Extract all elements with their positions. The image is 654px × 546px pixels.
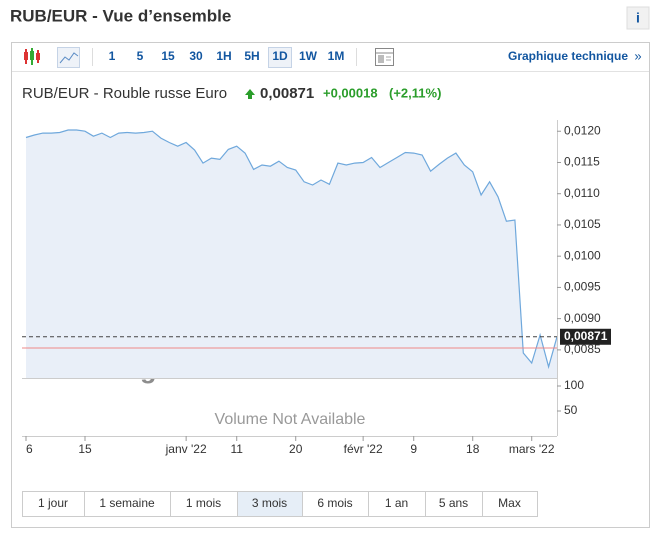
volume-tick-label: 100 <box>564 378 584 392</box>
quote-change: +0,00018 <box>323 85 378 100</box>
up-arrow <box>245 89 255 99</box>
technical-chart-link[interactable]: Graphique technique <box>508 49 628 63</box>
range-label[interactable]: 1 jour <box>38 496 68 510</box>
range-button[interactable] <box>22 491 85 517</box>
info-button[interactable] <box>626 6 650 30</box>
x-tick-label: 6 <box>26 442 33 456</box>
quote-price: 0,00871 <box>260 85 314 102</box>
last-value-label: 0,00871 <box>564 329 608 343</box>
range-label[interactable]: 1 mois <box>186 496 221 510</box>
page-title: RUB/EUR - Vue d’ensemble <box>10 6 231 25</box>
interval-button[interactable]: 30 <box>189 49 203 63</box>
range-label[interactable]: 3 mois <box>252 496 287 510</box>
range-label[interactable]: 1 an <box>385 496 408 510</box>
range-button[interactable] <box>482 491 538 517</box>
info-icon[interactable]: i <box>636 10 640 26</box>
interval-button[interactable]: 5 <box>137 49 144 63</box>
candle-icon[interactable] <box>24 48 40 65</box>
x-tick-label: 9 <box>410 442 417 456</box>
y-tick-label: 0,0120 <box>564 123 601 137</box>
interval-button[interactable]: 1D <box>272 49 288 63</box>
range-button[interactable] <box>302 491 369 517</box>
interval-button[interactable]: 1 <box>109 49 116 63</box>
volume-note: Volume Not Available <box>215 411 366 428</box>
interval-button[interactable]: 5H <box>244 49 259 63</box>
x-tick-label: 20 <box>289 442 303 456</box>
line-chart-icon <box>59 52 79 64</box>
interval-button[interactable]: 15 <box>161 49 175 63</box>
volume-tick-label: 50 <box>564 403 578 417</box>
y-tick-label: 0,0090 <box>564 311 601 325</box>
interval-button[interactable]: 1W <box>299 49 318 63</box>
range-button[interactable] <box>237 491 303 517</box>
interval-active[interactable] <box>268 47 292 68</box>
table-icon[interactable] <box>375 48 394 66</box>
quote-change-pct: (+2,11%) <box>389 85 441 100</box>
range-label[interactable]: 1 semaine <box>99 496 155 510</box>
widget-frame <box>11 42 650 528</box>
range-button[interactable] <box>425 491 483 517</box>
range-label[interactable]: 5 ans <box>439 496 468 510</box>
line-chart-button[interactable] <box>57 47 80 68</box>
range-label[interactable]: 6 mois <box>317 496 352 510</box>
x-tick-label: 11 <box>230 442 243 456</box>
x-tick-label: janv '22 <box>165 442 207 456</box>
x-tick-label: 18 <box>466 442 480 456</box>
y-tick-label: 0,0110 <box>564 186 600 200</box>
range-label[interactable]: Max <box>498 496 521 510</box>
x-tick-label: mars '22 <box>509 442 555 456</box>
link-arrow[interactable]: » <box>634 48 641 63</box>
x-tick-label: févr '22 <box>344 442 383 456</box>
y-tick-label: 0,0100 <box>564 248 601 262</box>
line <box>25 129 558 370</box>
x-tick-label: 15 <box>78 442 92 456</box>
interval-button[interactable]: 1M <box>328 49 345 63</box>
y-tick-label: 0,0105 <box>564 217 601 231</box>
y-tick-label: 0,0115 <box>564 155 600 169</box>
y-tick-label: 0,0085 <box>564 342 601 356</box>
area <box>26 130 557 378</box>
range-button[interactable] <box>84 491 171 517</box>
y-tick-label: 0,0095 <box>564 280 601 294</box>
interval-button[interactable]: 1H <box>216 49 231 63</box>
range-button[interactable] <box>368 491 426 517</box>
quote-name: RUB/EUR - Rouble russe Euro <box>22 85 227 102</box>
last-value-box <box>560 328 611 345</box>
